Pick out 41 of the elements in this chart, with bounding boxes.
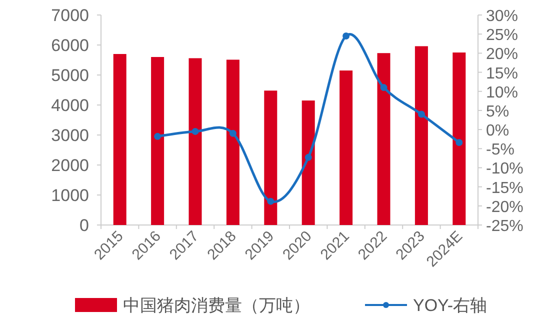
bar — [151, 57, 164, 225]
y2-tick-label: -25% — [486, 218, 524, 235]
y-tick-label: 7000 — [51, 6, 89, 25]
y-tick-label: 6000 — [51, 36, 89, 55]
point — [380, 84, 388, 92]
y2-tick-label: 25% — [486, 27, 518, 44]
bar — [452, 52, 466, 225]
point — [418, 110, 425, 118]
y-tick-label: 4000 — [51, 96, 89, 115]
y-tick-label: 1000 — [51, 186, 89, 205]
y2-tick-label: 30% — [486, 8, 518, 25]
bar — [377, 53, 390, 225]
y2-tick-label: -10% — [486, 160, 524, 178]
bar — [302, 100, 315, 225]
bar — [188, 58, 202, 225]
y2-tick-label: -20% — [486, 198, 524, 216]
bar — [226, 60, 240, 225]
y2-tick-label: -15% — [486, 180, 524, 197]
y-tick-label: 3000 — [51, 126, 89, 145]
point — [456, 139, 463, 146]
point — [304, 154, 312, 161]
bar — [414, 46, 428, 225]
y2-tick-label: 0% — [486, 122, 510, 140]
point — [192, 128, 199, 135]
y-tick-label: 5000 — [51, 66, 89, 85]
y2-tick-label: 20% — [486, 46, 518, 64]
point — [154, 132, 162, 140]
y2-tick-label: 10% — [486, 84, 518, 102]
point — [229, 130, 236, 137]
bar — [340, 70, 353, 225]
point — [267, 198, 274, 205]
bar — [113, 54, 126, 225]
point — [342, 32, 350, 40]
bar — [264, 90, 278, 225]
y-tick-label: 0 — [80, 216, 89, 235]
y2-tick-label: 15% — [486, 65, 518, 82]
y-tick-label: 2000 — [51, 156, 89, 175]
legend-label: YOY-右轴 — [413, 296, 488, 315]
y2-tick-label: 5% — [486, 103, 510, 120]
legend-label: 中国猪肉消费量（万吨） — [123, 296, 310, 315]
y2-tick-label: -5% — [486, 142, 514, 159]
